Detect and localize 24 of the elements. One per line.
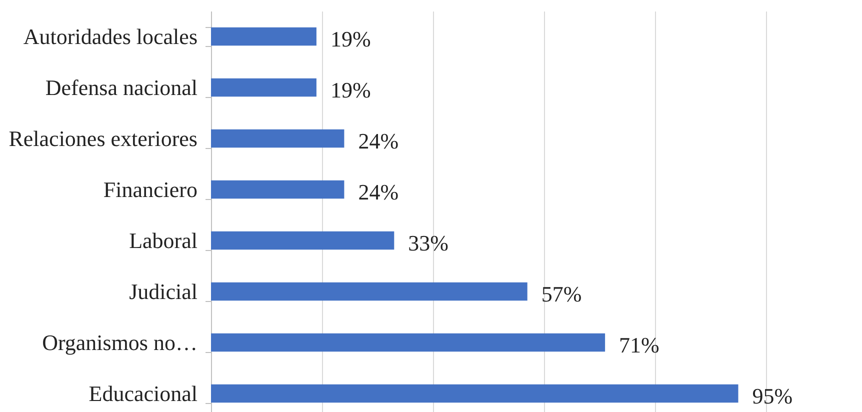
bar bbox=[211, 384, 738, 403]
y-tick-label: Financiero bbox=[103, 177, 198, 202]
bar bbox=[211, 282, 528, 301]
y-tick-label: Organismos no… bbox=[42, 330, 198, 355]
y-tick-label: Defensa nacional bbox=[45, 75, 198, 100]
data-label: 19% bbox=[330, 78, 371, 102]
bar bbox=[211, 78, 316, 97]
bar bbox=[211, 180, 344, 199]
bar bbox=[211, 129, 344, 148]
data-label: 24% bbox=[358, 180, 399, 204]
data-label: 57% bbox=[541, 282, 582, 306]
data-label: 71% bbox=[619, 332, 660, 358]
data-label: 33% bbox=[408, 230, 448, 256]
y-tick-label: Laboral bbox=[129, 228, 198, 253]
data-label: 19% bbox=[330, 26, 371, 52]
y-tick-label: Relaciones exteriores bbox=[8, 126, 198, 151]
y-tick-label: Autoridades locales bbox=[23, 24, 198, 49]
y-tick-label: Judicial bbox=[129, 279, 198, 304]
bar bbox=[211, 27, 316, 46]
data-label: 24% bbox=[358, 128, 399, 154]
bar bbox=[211, 231, 394, 250]
y-tick-label: Educacional bbox=[88, 381, 198, 406]
data-label: 95% bbox=[752, 384, 793, 408]
bar bbox=[211, 333, 606, 352]
